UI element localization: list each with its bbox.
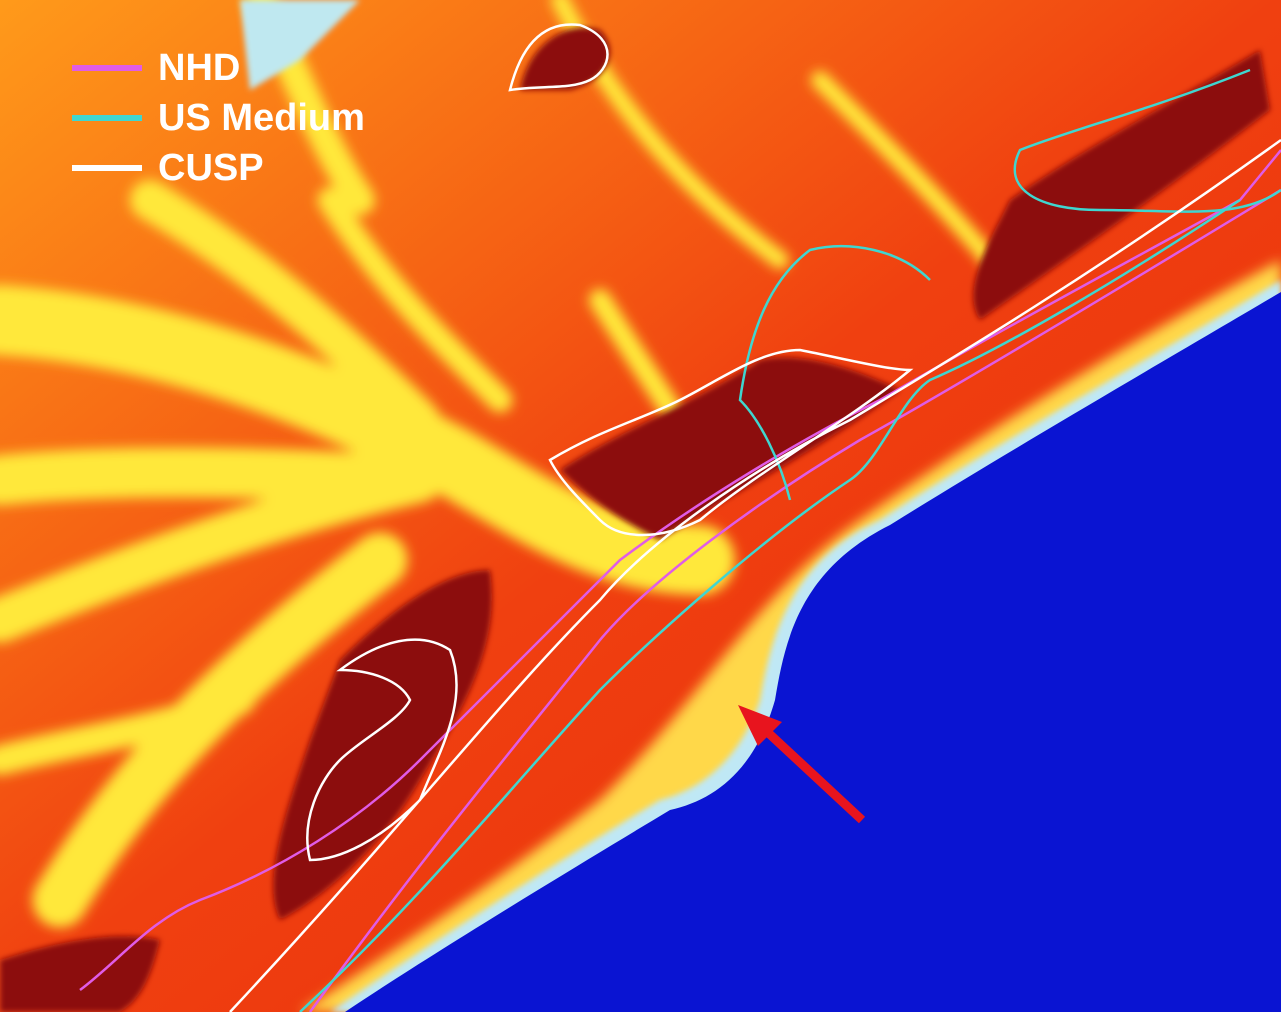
- legend-label: CUSP: [158, 147, 264, 189]
- legend-label: US Medium: [158, 97, 365, 139]
- map-figure: NHD US Medium CUSP: [0, 0, 1281, 1012]
- legend-label: NHD: [158, 47, 240, 89]
